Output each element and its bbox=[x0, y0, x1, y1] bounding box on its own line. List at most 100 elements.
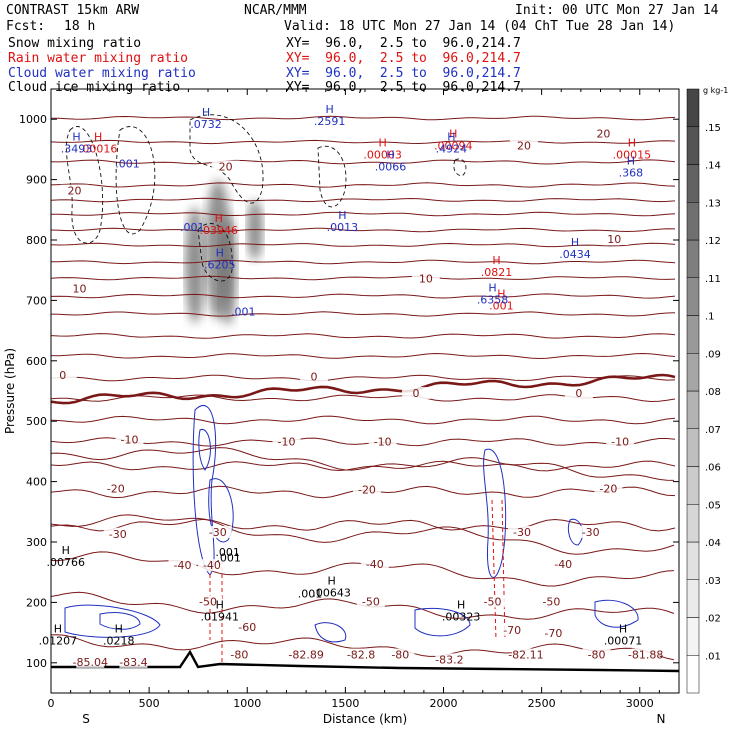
temp-contour-label: 20 bbox=[596, 127, 610, 140]
temp-contour-line bbox=[51, 242, 676, 248]
temp-contour-label: 10 bbox=[607, 233, 621, 246]
temp-label-bg bbox=[435, 653, 464, 666]
cloud-water-max-marker: H bbox=[338, 209, 346, 222]
colorbar-unit: g kg-1 bbox=[703, 86, 728, 95]
temp-label-bg bbox=[539, 626, 568, 639]
cloud-water-contour-line bbox=[594, 599, 639, 628]
temp-label-bg bbox=[386, 648, 415, 661]
temp-label-bg bbox=[60, 184, 89, 197]
rain-max-value: .00094 bbox=[434, 139, 473, 152]
temp-contour-label: -70 bbox=[503, 624, 521, 637]
rain-contour-line bbox=[501, 499, 506, 641]
model-title: CONTRAST 15km ARW bbox=[6, 3, 140, 18]
temp-contour-label: -81.88 bbox=[628, 649, 663, 662]
rain-max-value: .0821 bbox=[481, 266, 513, 279]
temp-label-bg bbox=[292, 648, 321, 661]
temp-contour-line bbox=[51, 437, 676, 447]
colorbar-swatch bbox=[686, 126, 700, 165]
colorbar-level-label: .12 bbox=[705, 236, 721, 247]
cloud-water-max-value: .0066 bbox=[375, 161, 407, 174]
temp-contour-label: 20 bbox=[219, 161, 233, 174]
temp-contour-label: -40 bbox=[203, 559, 221, 572]
snow-max-value: .01207 bbox=[39, 635, 78, 648]
colorbar-swatch bbox=[686, 617, 700, 656]
field-xy-cloud-ice: XY= 96.0, 2.5 to 96.0,214.7 bbox=[286, 80, 521, 95]
colorbar-level-label: .09 bbox=[705, 349, 721, 360]
snow-contour-label: .001 bbox=[298, 588, 323, 601]
cloud-water-max-marker: H bbox=[447, 130, 455, 143]
cloud-water-contour-line bbox=[483, 448, 507, 578]
temp-label-bg bbox=[203, 525, 232, 538]
snow-contour-line bbox=[65, 126, 104, 244]
x-tick-label: 1000 bbox=[233, 697, 261, 710]
cloud-water-max-value: .6358 bbox=[477, 293, 509, 306]
y-tick-label: 800 bbox=[26, 234, 47, 247]
cloud-water-contour-line bbox=[99, 612, 141, 630]
snow-contour-label: .001 bbox=[216, 551, 241, 564]
temp-label-bg bbox=[233, 620, 262, 633]
temp-label-bg bbox=[65, 282, 94, 295]
temp-label-bg bbox=[194, 595, 222, 608]
cloud-water-max-value: .4924 bbox=[436, 142, 468, 155]
temp-contour-label: -20 bbox=[599, 482, 617, 495]
temp-label-bg bbox=[631, 648, 660, 661]
temp-contour-label: -30 bbox=[582, 526, 600, 539]
temp-contour-line bbox=[51, 415, 676, 425]
rain-contour-line bbox=[491, 499, 497, 641]
org-label: NCAR/MMM bbox=[244, 3, 307, 18]
cloud-water-contour-line bbox=[64, 604, 161, 638]
rain-max-value: .03946 bbox=[200, 224, 239, 237]
colorbar-level-label: .13 bbox=[705, 198, 721, 209]
snow-contour-line bbox=[189, 114, 264, 204]
temp-contour-line bbox=[51, 211, 676, 217]
temp-contour-label: -80 bbox=[588, 649, 606, 662]
temp-contour-line bbox=[51, 259, 676, 265]
temp-contour-label: -80 bbox=[230, 649, 248, 662]
rain-max-marker: H bbox=[497, 287, 505, 300]
temp-contour-line bbox=[51, 275, 676, 281]
rain-max-value: .00003 bbox=[363, 148, 402, 161]
x-tick-label: 500 bbox=[139, 697, 160, 710]
field-name-snow: Snow mixing ratio bbox=[8, 36, 142, 51]
temp-label-bg bbox=[564, 387, 593, 400]
temp-label-bg bbox=[402, 387, 431, 400]
temp-label-bg bbox=[589, 127, 618, 140]
snow-contour-line bbox=[197, 223, 233, 282]
field-xy-rain: XY= 96.0, 2.5 to 96.0,214.7 bbox=[286, 51, 521, 66]
temp-contour-label: -40 bbox=[554, 558, 572, 571]
y-tick-label: 1000 bbox=[19, 113, 47, 126]
colorbar-level-label: .06 bbox=[705, 463, 721, 474]
cloud-water-max-value: .3493 bbox=[61, 142, 93, 155]
colorbar-swatch bbox=[686, 504, 700, 543]
snow-max-value: .0218 bbox=[103, 635, 135, 648]
temp-label-bg bbox=[347, 648, 376, 661]
field-name-cloud-water: Cloud water mixing ratio bbox=[8, 66, 196, 81]
x-tick-label: 2500 bbox=[528, 697, 556, 710]
temp-label-bg bbox=[606, 435, 635, 448]
terrain-line bbox=[51, 649, 679, 673]
cloud-water-max-marker: H bbox=[627, 155, 635, 168]
x-tick-label: 1500 bbox=[331, 697, 359, 710]
temp-label-bg bbox=[360, 557, 389, 570]
snow-max-value: .00071 bbox=[604, 635, 643, 648]
cloud-water-contour-line bbox=[192, 405, 217, 576]
colorbar-level-label: .04 bbox=[705, 538, 721, 549]
temp-label-bg bbox=[498, 623, 527, 636]
snow-max-marker: H bbox=[54, 623, 62, 636]
cloud-water-contour-line bbox=[314, 622, 347, 643]
colorbar-swatch bbox=[686, 579, 700, 618]
temp-label-bg bbox=[576, 525, 605, 538]
temp-contour-label: -50 bbox=[484, 595, 502, 608]
temp-label-bg bbox=[299, 370, 328, 383]
temp-label-bg bbox=[478, 595, 507, 608]
temp-label-bg bbox=[594, 482, 623, 495]
temp-contour-label: -80 bbox=[391, 649, 409, 662]
forecast-label: Fcst: bbox=[6, 19, 46, 34]
x-tick-label: 0 bbox=[48, 697, 55, 710]
temp-label-bg bbox=[356, 595, 385, 608]
south-label: S bbox=[82, 712, 90, 726]
temp-label-bg bbox=[168, 559, 197, 572]
temp-label-bg bbox=[115, 433, 144, 446]
temp-contour-label: 0 bbox=[59, 369, 66, 382]
